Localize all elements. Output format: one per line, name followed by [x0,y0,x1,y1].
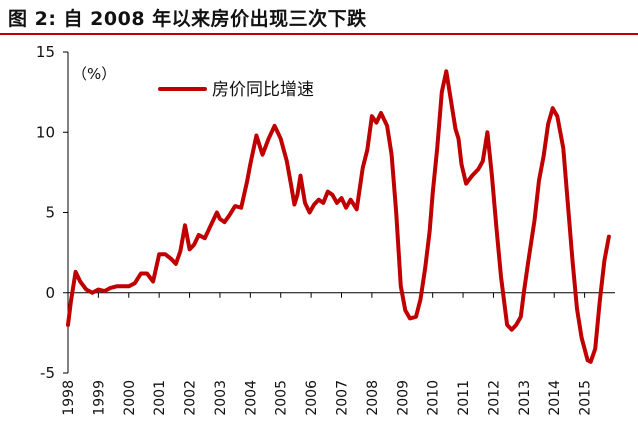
legend: 房价同比增速 [158,80,314,100]
x-tick-label: 2013 [517,380,533,416]
x-tick-label: 1998 [61,380,77,416]
x-tick-label: 2005 [274,380,290,416]
x-tick-label: 2003 [213,380,229,416]
x-tick-label: 2015 [578,380,594,416]
x-tick-label: 1999 [91,380,107,416]
y-tick-label: -5 [40,364,55,382]
axes [67,52,615,373]
x-tick-label: 2006 [304,380,320,416]
y-unit-label: （%） [72,65,116,83]
x-tick-label: 2011 [456,380,472,416]
title-divider [0,33,638,35]
x-tick-label: 2007 [335,380,351,416]
y-tick-label: 10 [36,123,55,141]
x-tick-label: 2012 [486,380,502,416]
x-tick-label: 2002 [183,380,199,416]
x-tick-label: 2001 [152,380,168,416]
figure-title: 图 2: 自 2008 年以来房价出现三次下跌 [8,8,367,30]
y-axis-ticks: 15 10 5 0 -5 [36,43,68,382]
x-tick-label: 2009 [395,380,411,416]
y-tick-label: 5 [45,204,55,222]
y-tick-label: 15 [36,43,55,61]
x-tick-label: 2000 [122,380,138,416]
x-axis-ticks: 1998 1999 2000 2001 2002 2003 2004 2005 2006 2007… [61,292,594,416]
series-layer [66,69,611,364]
series-line-house-price-yoy [66,69,611,364]
x-tick-label: 2008 [365,380,381,416]
x-tick-label: 2014 [547,380,563,416]
x-tick-label: 2010 [426,380,442,416]
x-tick-label: 2004 [243,380,259,416]
y-tick-label: 0 [45,284,55,302]
legend-label: 房价同比增速 [212,80,314,100]
